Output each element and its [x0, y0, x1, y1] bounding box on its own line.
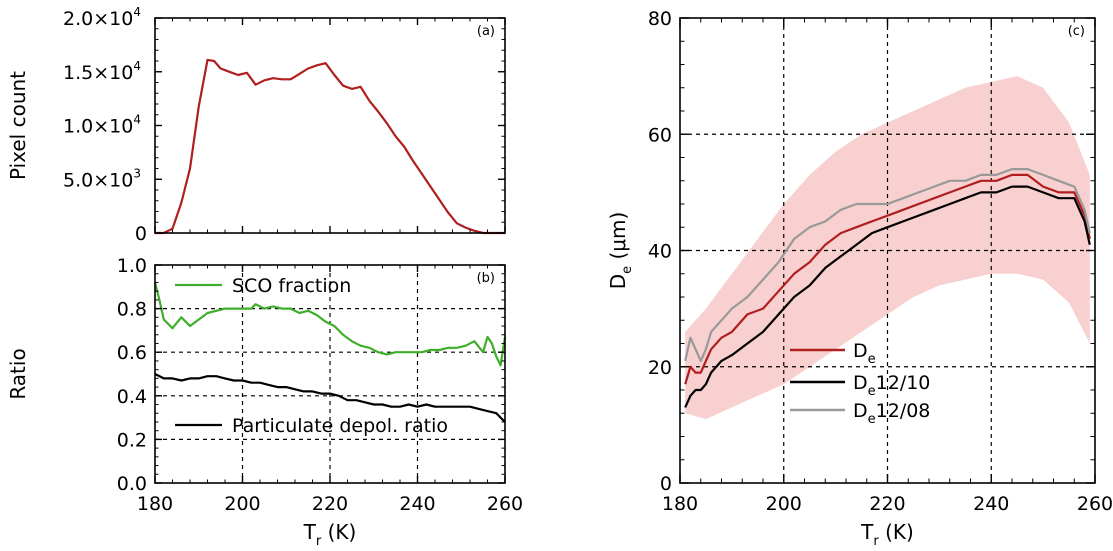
x-tick-label: 220 [869, 493, 905, 515]
spread-band [685, 76, 1090, 420]
series-line-2 [154, 373, 506, 423]
y-axis-label: Pixel count [6, 71, 30, 180]
x-axis-label: Tr (K) [860, 520, 914, 549]
x-tick-label: 240 [973, 493, 1009, 515]
x-tick-label: 180 [137, 493, 173, 515]
plot-frame [154, 17, 506, 234]
legend-label-3: De12/08 [853, 400, 930, 427]
series-line-2 [684, 185, 1091, 408]
series-line-1 [153, 282, 507, 367]
y-tick-label: 0.2 [117, 429, 147, 451]
panel-c-effective-diameter: 180 200 220 240 260 0 20 40 60 80 (c) Tr (K) De (μm)… [606, 8, 1113, 549]
y-tick-label: 0.0 [117, 473, 147, 495]
panel-label: (c) [1068, 24, 1085, 39]
y-tick-label: 60 [648, 124, 672, 146]
legend-label-1: SCO fraction [232, 275, 351, 297]
x-tick-label: 220 [312, 493, 348, 515]
x-tick-label: 260 [1077, 493, 1113, 515]
x-tick-label: 240 [399, 493, 435, 515]
y-tick-label: 40 [648, 241, 672, 263]
panel-a-pixel-count: 0 5.0×103 1.0×104 1.5×104 2.0×104 (a) Pixel co… [6, 5, 506, 245]
y-axis-label: De (μm) [606, 212, 635, 290]
y-tick-label: 0.4 [117, 386, 147, 408]
y-axis-label: Ratio [6, 348, 30, 399]
y-tick-label: 1.0×104 [63, 113, 141, 138]
x-tick-label: 180 [662, 493, 698, 515]
y-tick-label: 0 [135, 223, 147, 245]
y-tick-label: 1.0 [117, 255, 147, 277]
x-axis-label: Tr (K) [303, 520, 357, 549]
panel-label: (b) [477, 271, 495, 286]
y-tick-label: 20 [648, 357, 672, 379]
series-line-1 [155, 58, 505, 235]
y-tick-label: 80 [648, 8, 672, 30]
x-tick-label: 200 [224, 493, 260, 515]
series-line-1 [684, 173, 1091, 385]
y-tick-label: 2.0×104 [63, 5, 141, 30]
y-tick-label: 1.5×104 [63, 59, 141, 84]
x-tick-label: 260 [487, 493, 523, 515]
panel-label: (a) [477, 24, 495, 39]
y-tick-label: 0.6 [117, 342, 147, 364]
legend-label-1: De [853, 340, 876, 367]
y-tick-label: 5.0×103 [63, 166, 141, 191]
y-tick-label: 0 [660, 473, 672, 495]
x-tick-label: 200 [766, 493, 802, 515]
series-line-3 [684, 168, 1091, 362]
y-tick-label: 0.8 [117, 299, 147, 321]
legend-label-2: Particulate depol. ratio [232, 415, 448, 437]
panel-b-ratio: 180 200 220 240 260 0.0 0.2 0.4 0.6 0.8 1.0 (b) Tr (… [6, 255, 523, 549]
legend-label-2: De12/10 [853, 372, 930, 399]
